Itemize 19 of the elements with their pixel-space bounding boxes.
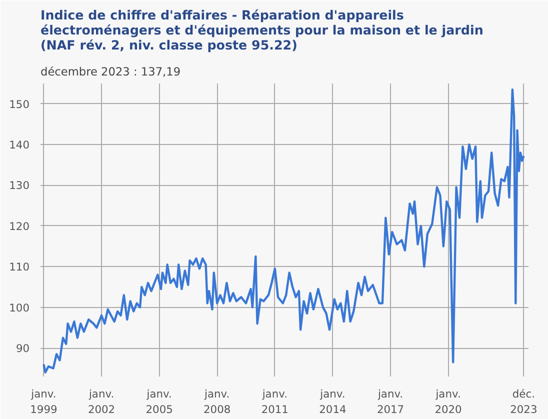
x-tick-label: déc. 2023 [510,388,538,416]
x-tick-label: janv. 2008 [204,388,231,416]
y-tick-label: 140 [9,138,30,152]
chart-title: Indice de chiffre d'affaires - Réparation d'appareils électroménagers et d'équipements pour la maison et le jardin (NAF rév. 2, niv. classe poste 95.22) [40,8,484,52]
y-tick-label: 120 [9,220,30,233]
y-tick-label: 150 [9,98,30,111]
x-tick-label: janv. 2020 [434,388,462,416]
x-tick-label: janv. 1999 [30,388,58,416]
x-tick-label: janv. 2005 [146,388,173,416]
y-tick-label: 110 [9,260,30,274]
y-tick-label: 90 [16,342,30,356]
chart-subtitle: décembre 2023 : 137,19 [40,64,181,78]
x-tick-label: janv. 2017 [376,388,404,416]
y-tick-label: 100 [9,301,30,314]
x-tick-label: janv. 2002 [88,388,116,416]
x-tick-label: janv. 2011 [261,388,288,416]
y-tick-label: 130 [9,179,30,192]
line-series [42,88,525,374]
x-tick-label: janv. 2014 [319,388,346,416]
